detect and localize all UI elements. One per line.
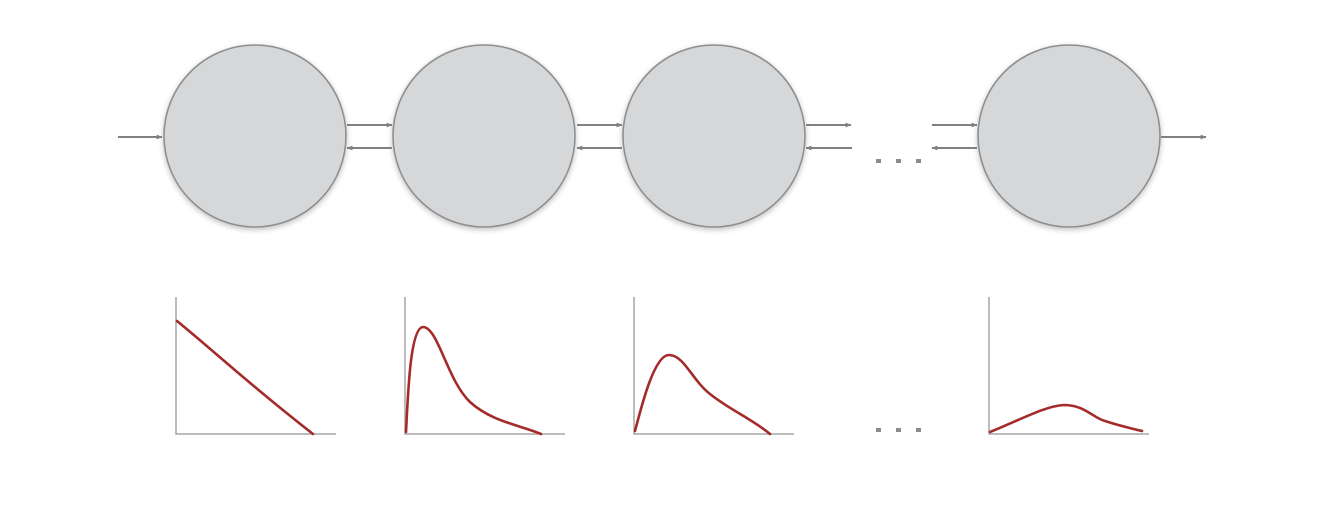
ellipsis-bottom [876, 428, 921, 432]
distribution-curve [988, 403, 1144, 434]
distribution-plot-4 [988, 297, 1149, 435]
nodes [163, 44, 1161, 228]
plot-axes [404, 297, 565, 435]
node-1 [163, 44, 347, 228]
distribution-curve [175, 319, 315, 436]
distribution-curve [404, 325, 543, 436]
distribution-plot-2 [404, 297, 565, 436]
distribution-plot-3 [633, 297, 794, 436]
node-3 [622, 44, 806, 228]
distribution-curve [633, 353, 772, 436]
node-2 [392, 44, 576, 228]
plot-axes [633, 297, 794, 435]
plot-axes [175, 297, 336, 435]
node-4 [977, 44, 1161, 228]
distribution-plot-1 [175, 297, 336, 436]
plot-axes [988, 297, 1149, 435]
connections [118, 122, 1207, 151]
ellipsis-top [876, 159, 921, 163]
